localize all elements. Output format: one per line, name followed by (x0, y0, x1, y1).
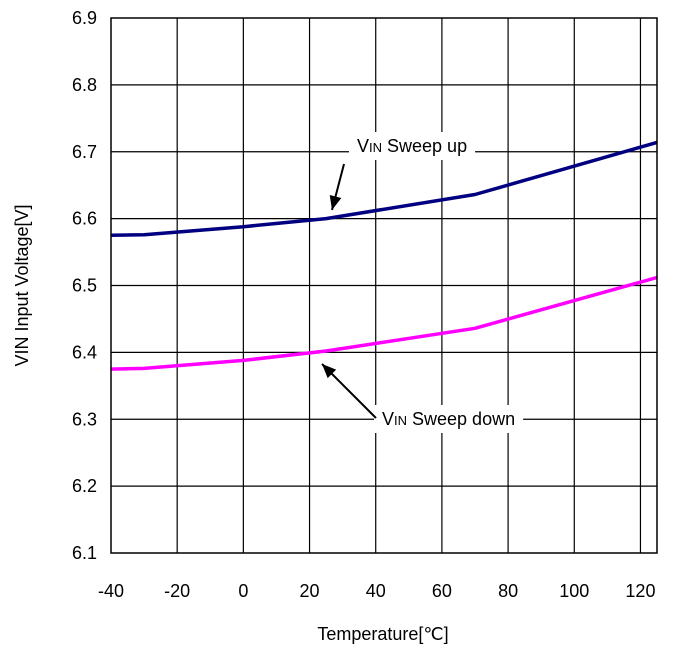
x-axis-label: Temperature[℃] (317, 624, 448, 644)
y-tick-label: 6.1 (72, 543, 97, 563)
y-tick-label: 6.2 (72, 476, 97, 496)
y-tick-labels: 6.1 6.2 6.3 6.4 6.5 6.6 6.7 6.8 6.9 (72, 8, 97, 563)
x-tick-label: 120 (625, 581, 655, 601)
x-tick-label: 100 (559, 581, 589, 601)
x-tick-label: -20 (164, 581, 190, 601)
y-tick-label: 6.6 (72, 209, 97, 229)
y-tick-label: 6.8 (72, 75, 97, 95)
y-tick-label: 6.5 (72, 276, 97, 296)
x-tick-label: 60 (432, 581, 452, 601)
y-tick-label: 6.4 (72, 342, 97, 362)
arrow-head (329, 194, 342, 210)
x-tick-label: 40 (366, 581, 386, 601)
x-tick-label: 80 (498, 581, 518, 601)
x-tick-label: -40 (98, 581, 124, 601)
arrow-head (322, 364, 337, 379)
annotation-sweep-up: VIN Sweep up (357, 136, 467, 156)
annotation-sweep-up-box (349, 132, 476, 160)
y-tick-label: 6.7 (72, 142, 97, 162)
y-axis-label: VIN Input Voltage[V] (12, 204, 32, 366)
x-tick-label: 20 (300, 581, 320, 601)
x-tick-labels: -40 -20 0 20 40 60 80 100 120 (98, 581, 655, 601)
plot-frame (110, 17, 658, 554)
y-tick-label: 6.3 (72, 409, 97, 429)
annotation-sweep-down-arrow (321, 363, 377, 419)
series-sweep-down-line (110, 275, 658, 371)
annotation-sweep-down: VIN Sweep down (382, 409, 515, 429)
annotation-sweep-up-arrow (329, 163, 345, 211)
series-layer (110, 140, 658, 371)
annotation-sweep-down-box (374, 405, 524, 433)
series-sweep-up-line (110, 140, 658, 238)
x-tick-label: 0 (238, 581, 248, 601)
grid-lines (111, 18, 657, 553)
y-tick-label: 6.9 (72, 8, 97, 28)
